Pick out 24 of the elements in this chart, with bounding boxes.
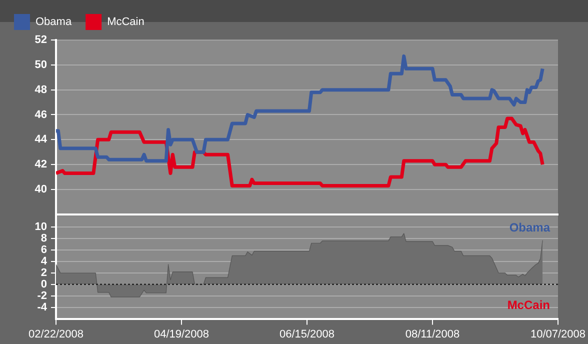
y-tick-label: 44: [34, 134, 48, 146]
y-tick-label: 40: [34, 184, 47, 196]
legend-label: Obama: [36, 16, 72, 28]
y-tick-label: 8: [40, 232, 47, 245]
y-tick-label: -2: [37, 290, 47, 302]
y-tick-label: -4: [37, 301, 48, 314]
y-tick-label: 50: [34, 58, 47, 71]
legend-label: McCain: [107, 16, 144, 28]
y-tick-label: 10: [34, 221, 47, 234]
y-tick-label: 0: [40, 278, 47, 290]
y-tick-label: 2: [40, 266, 47, 279]
x-tick-label: 02/22/2008: [28, 328, 84, 340]
annotation: Obama: [509, 220, 550, 235]
y-tick-label: 4: [40, 256, 48, 268]
y-tick-label: 6: [40, 244, 47, 256]
annotation: McCain: [507, 298, 550, 312]
x-tick-label: 06/15/2008: [279, 328, 335, 340]
x-tick-label: 08/11/2008: [405, 328, 460, 340]
y-tick-label: 48: [34, 84, 47, 96]
y-tick-label: 46: [34, 108, 47, 121]
x-tick-label: 10/07/2008: [530, 328, 586, 340]
x-tick-label: 04/19/2008: [154, 328, 210, 340]
y-tick-label: 42: [34, 158, 47, 171]
y-tick-label: 52: [34, 34, 47, 46]
